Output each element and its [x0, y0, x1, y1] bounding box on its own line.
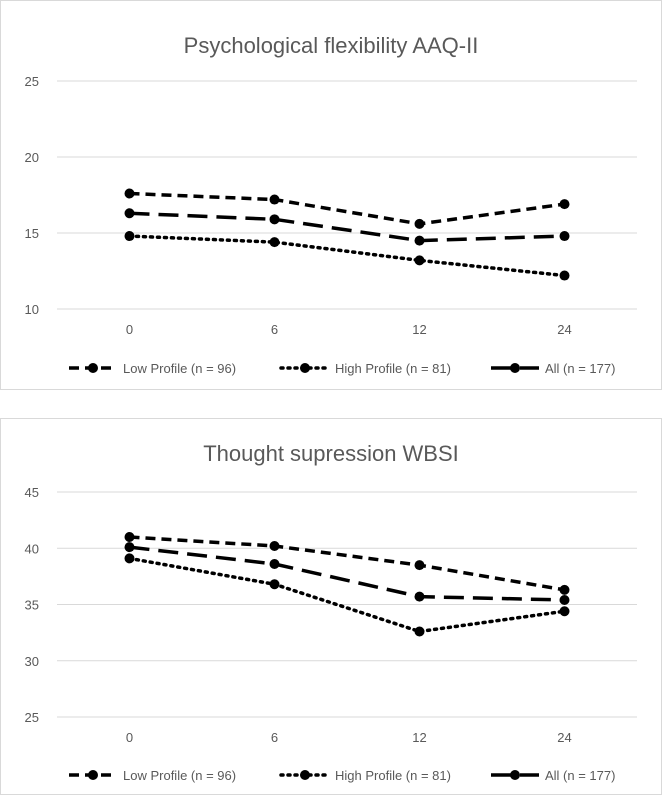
series-line [129, 211, 565, 243]
data-point [559, 231, 570, 242]
data-point [414, 626, 425, 637]
legend-label: High Profile (n = 81) [335, 361, 451, 376]
legend-label: High Profile (n = 81) [335, 768, 451, 783]
legend-marker [300, 363, 310, 373]
chart-panel-aaq: Psychological flexibility AAQ-II 10 15 20 2… [0, 0, 662, 390]
x-tick-label: 24 [557, 730, 571, 745]
series-line [129, 191, 565, 226]
data-point [124, 231, 135, 242]
data-point [559, 270, 570, 281]
legend-label: All (n = 177) [545, 768, 615, 783]
x-tick-label: 6 [271, 322, 278, 337]
series-line [129, 535, 565, 592]
data-point [269, 237, 280, 248]
data-point [559, 606, 570, 617]
y-tick-label: 40 [25, 541, 39, 556]
x-tick-label: 12 [412, 730, 426, 745]
data-point [124, 208, 135, 219]
legend-marker [88, 770, 98, 780]
y-tick-label: 10 [25, 302, 39, 317]
data-point [124, 188, 135, 199]
y-tick-label: 25 [25, 74, 39, 89]
y-tick-label: 30 [25, 654, 39, 669]
y-tick-label: 45 [25, 485, 39, 500]
x-tick-label: 6 [271, 730, 278, 745]
data-point [414, 591, 425, 602]
legend-marker [300, 770, 310, 780]
data-point [124, 542, 135, 553]
legend-label: All (n = 177) [545, 361, 615, 376]
data-point [559, 584, 570, 595]
data-point [414, 235, 425, 246]
chart-title: Psychological flexibility AAQ-II [184, 33, 479, 58]
y-tick-label: 35 [25, 598, 39, 613]
chart-title: Thought supression WBSI [203, 441, 459, 466]
legend-marker [88, 363, 98, 373]
data-point [124, 532, 135, 542]
data-point [414, 560, 425, 571]
chart-wbsi: Thought supression WBSI 25 30 35 40 45 0 6 12 2… [25, 441, 637, 783]
y-tick-label: 15 [25, 226, 39, 241]
x-tick-label: 0 [126, 322, 133, 337]
data-point [269, 214, 280, 225]
series-line [129, 545, 565, 602]
data-point [559, 595, 570, 605]
data-point [414, 255, 425, 266]
data-point [269, 579, 280, 590]
x-tick-label: 0 [126, 730, 133, 745]
x-tick-label: 12 [412, 322, 426, 337]
series-line [127, 234, 567, 278]
legend-marker [510, 363, 520, 373]
data-point [559, 199, 570, 210]
series-line [127, 556, 567, 634]
y-tick-label: 25 [25, 710, 39, 725]
chart-panel-wbsi: Thought supression WBSI 25 30 35 40 45 0 6 12 2… [0, 418, 662, 795]
data-point [269, 194, 280, 205]
chart-aaq: Psychological flexibility AAQ-II 10 15 20 2… [25, 33, 637, 376]
data-point [124, 553, 135, 564]
y-tick-label: 20 [25, 150, 39, 165]
data-point [414, 218, 425, 229]
legend-label: Low Profile (n = 96) [123, 361, 236, 376]
legend-label: Low Profile (n = 96) [123, 768, 236, 783]
legend-marker [510, 770, 520, 780]
x-tick-label: 24 [557, 322, 571, 337]
data-point [269, 559, 280, 569]
data-point [269, 541, 280, 551]
